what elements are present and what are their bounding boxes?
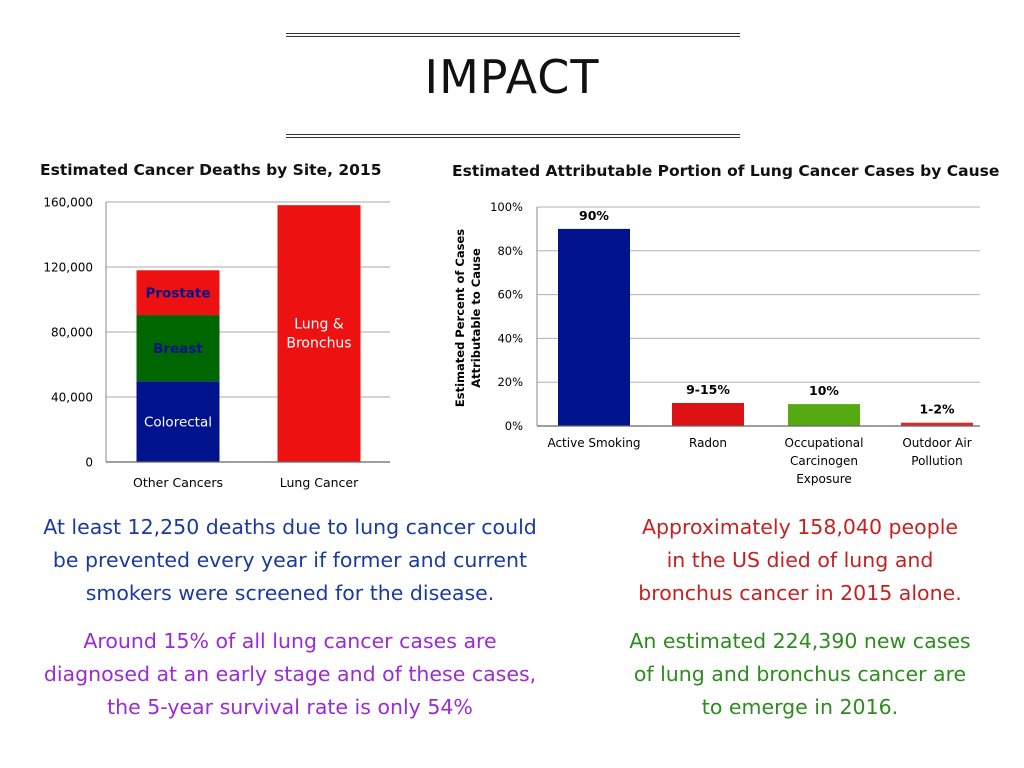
title-top-rule bbox=[286, 33, 740, 37]
data-label: 90% bbox=[579, 208, 609, 223]
data-label: 1-2% bbox=[919, 402, 955, 417]
x-tick-label: Lung Cancer bbox=[280, 475, 359, 490]
title-bottom-rule bbox=[286, 134, 740, 138]
fact-line: the 5-year survival rate is only 54% bbox=[107, 695, 473, 719]
y-tick-label: 120,000 bbox=[43, 261, 93, 275]
fact-deaths-2015: Approximately 158,040 people in the US d… bbox=[580, 511, 1020, 610]
fact-line: Approximately 158,040 people bbox=[641, 515, 959, 539]
y-axis-label: Attributable to Cause bbox=[469, 248, 483, 388]
fact-line: of lung and bronchus cancer are bbox=[633, 662, 967, 686]
y-tick-label: 40,000 bbox=[51, 391, 93, 405]
fact-line: be prevented every year if former and cu… bbox=[52, 548, 528, 572]
y-tick-label: 40% bbox=[497, 331, 523, 345]
y-tick-label: 100% bbox=[490, 200, 523, 214]
segment-label: Lung & bbox=[294, 317, 344, 333]
fact-new-cases-2016: An estimated 224,390 new cases of lung a… bbox=[580, 625, 1020, 724]
segment-label: Bronchus bbox=[286, 336, 351, 352]
segment-label: Colorectal bbox=[144, 415, 212, 431]
y-tick-label: 20% bbox=[497, 375, 523, 389]
bar-colorectal bbox=[136, 381, 220, 462]
segment-label: Prostate bbox=[145, 286, 210, 302]
x-tick-label: Active Smoking bbox=[547, 436, 640, 450]
y-tick-label: 80,000 bbox=[51, 326, 93, 340]
y-tick-label: 0% bbox=[505, 419, 523, 433]
fact-line: in the US died of lung and bbox=[666, 548, 934, 572]
fact-line: to emerge in 2016. bbox=[701, 695, 899, 719]
fact-line: smokers were screened for the disease. bbox=[85, 581, 495, 605]
x-tick-label: Radon bbox=[689, 436, 727, 450]
x-tick-label: Other Cancers bbox=[133, 475, 223, 490]
bar-prostate bbox=[136, 270, 220, 316]
bar-lung-bronchus bbox=[277, 205, 361, 462]
y-tick-label: 0 bbox=[85, 456, 93, 470]
x-tick-label: Exposure bbox=[796, 472, 852, 486]
x-tick-label: Carcinogen bbox=[790, 454, 858, 468]
chart2-title: Estimated Attributable Portion of Lung C… bbox=[452, 162, 1000, 180]
y-tick-label: 60% bbox=[497, 288, 523, 302]
x-tick-label: Pollution bbox=[911, 454, 962, 468]
bar-radon bbox=[672, 403, 744, 426]
fact-line: Around 15% of all lung cancer cases are bbox=[83, 629, 497, 653]
y-axis-label: Estimated Percent of Cases bbox=[453, 229, 467, 407]
y-tick-label: 160,000 bbox=[43, 196, 93, 210]
fact-line: At least 12,250 deaths due to lung cance… bbox=[43, 515, 537, 539]
bar-breast bbox=[136, 315, 220, 382]
data-label: 10% bbox=[809, 383, 839, 398]
lung-cancer-causes-chart: 0% 20% 40% 60% 80% 100% Estimated Percent of C… bbox=[453, 200, 980, 486]
y-tick-label: 80% bbox=[497, 244, 523, 258]
bar-outdoor-air-pollution bbox=[901, 422, 973, 426]
fact-early-diagnosis: Around 15% of all lung cancer cases are … bbox=[10, 625, 570, 724]
x-tick-label: Occupational bbox=[785, 436, 864, 450]
bar-active-smoking bbox=[558, 228, 630, 426]
page-title: IMPACT bbox=[424, 50, 600, 104]
fact-line: diagnosed at an early stage and of these… bbox=[43, 662, 537, 686]
bar-occupational-carcinogen-exposure bbox=[788, 404, 860, 426]
x-tick-label: Outdoor Air bbox=[902, 436, 971, 450]
cancer-deaths-chart: 0 40,000 80,000 120,000 160,000 Colorectal Bre… bbox=[43, 196, 390, 490]
fact-screening-deaths: At least 12,250 deaths due to lung cance… bbox=[10, 511, 570, 610]
segment-label: Breast bbox=[153, 341, 203, 357]
data-label: 9-15% bbox=[686, 382, 730, 397]
chart1-title: Estimated Cancer Deaths by Site, 2015 bbox=[40, 161, 382, 179]
fact-line: An estimated 224,390 new cases bbox=[629, 629, 971, 653]
fact-line: bronchus cancer in 2015 alone. bbox=[638, 581, 962, 605]
